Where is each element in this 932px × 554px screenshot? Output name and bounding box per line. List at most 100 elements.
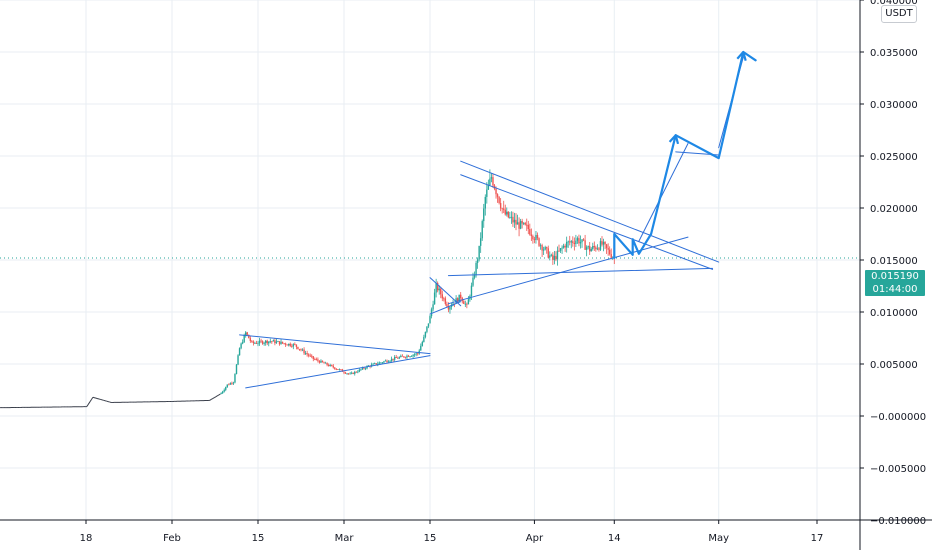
candle-body	[220, 393, 221, 394]
candle-body	[299, 349, 300, 350]
candle-body	[509, 217, 510, 218]
candle-body	[313, 356, 314, 359]
triangle-trendline[interactable]	[240, 335, 430, 354]
candle-body	[515, 220, 516, 225]
candle-body	[471, 286, 472, 296]
candle-body	[293, 344, 294, 346]
candle-body	[575, 241, 576, 244]
candle-body	[236, 365, 237, 374]
candle-body	[305, 353, 306, 354]
triangle-trendline[interactable]	[246, 356, 430, 388]
candle-body	[463, 301, 464, 304]
y-tick-label: −0.010000	[870, 516, 926, 527]
candle-body	[422, 342, 423, 346]
candle-body	[379, 363, 380, 364]
candle-body	[383, 361, 384, 362]
candle-body	[225, 387, 226, 390]
candle-body	[365, 368, 366, 369]
candle-body	[541, 245, 542, 250]
candle-body	[245, 332, 246, 335]
candle-body	[294, 344, 295, 345]
y-tick-label: −0.000000	[870, 412, 926, 423]
candle-body	[577, 238, 578, 241]
projection-path[interactable]	[614, 52, 755, 258]
candle-body	[336, 369, 337, 370]
candle-body	[270, 341, 271, 342]
candle-body	[525, 223, 526, 225]
candle-body	[233, 382, 234, 383]
candle-body	[505, 210, 506, 215]
price-segment	[217, 395, 219, 396]
candle-body	[485, 197, 486, 209]
candle-body	[434, 293, 435, 305]
candle-body	[581, 239, 582, 242]
candle-body	[240, 344, 241, 349]
x-tick-label: Apr	[526, 533, 544, 544]
candle-body	[331, 365, 332, 366]
candle-body	[339, 369, 340, 370]
candle-body	[310, 356, 311, 357]
candle-body	[594, 246, 595, 247]
candle-body	[346, 373, 347, 374]
candle-body	[578, 238, 579, 243]
candle-body	[224, 390, 225, 392]
candle-body	[543, 250, 544, 251]
candle-body	[491, 177, 492, 178]
y-tick-label: 0.010000	[870, 308, 918, 319]
candle-body	[532, 236, 533, 239]
candle-body	[604, 242, 605, 244]
candle-body	[323, 362, 324, 363]
candle-body	[316, 359, 317, 360]
x-tick-label: 17	[811, 533, 824, 544]
x-tick-label: 15	[252, 533, 265, 544]
candle-body	[506, 212, 507, 215]
candle-body	[514, 220, 515, 223]
candle-body	[353, 373, 354, 374]
candle-body	[420, 346, 421, 351]
candle-body	[267, 341, 268, 344]
x-tick-label: 18	[80, 533, 93, 544]
candle-body	[443, 298, 444, 299]
candle-body	[374, 363, 375, 364]
candle-body	[549, 255, 550, 257]
candle-body	[483, 209, 484, 222]
candle-body	[363, 368, 364, 369]
candle-body	[498, 197, 499, 203]
candle-body	[477, 259, 478, 263]
candle-body	[500, 203, 501, 208]
candle-body	[372, 364, 373, 365]
candle-body	[466, 304, 467, 305]
candle-body	[589, 246, 590, 251]
candle-body	[411, 356, 412, 357]
candle-body	[472, 278, 473, 286]
candle-body	[555, 256, 556, 259]
projection-channel-line[interactable]	[639, 144, 688, 242]
candle-body	[528, 225, 529, 229]
x-tick-label: Feb	[163, 533, 181, 544]
candle-body	[523, 223, 524, 224]
currency-badge[interactable]: USDT	[881, 5, 917, 23]
candle-body	[403, 356, 404, 357]
y-tick-label: 0.030000	[870, 100, 918, 111]
candle-body	[603, 242, 604, 245]
candle-body	[406, 356, 407, 358]
candle-body	[517, 222, 518, 224]
candle-body	[254, 343, 255, 344]
candle-body	[534, 239, 535, 240]
candle-body	[557, 251, 558, 260]
candle-body	[607, 248, 608, 250]
candle-body	[291, 346, 292, 347]
wedge-trendline[interactable]	[448, 268, 712, 275]
price-segment	[91, 397, 93, 399]
price-segment	[219, 394, 221, 395]
candle-body	[253, 342, 254, 343]
current-price-label: 0.015190	[865, 270, 925, 283]
candle-body	[551, 255, 552, 256]
price-segment	[213, 398, 215, 399]
candle-body	[322, 361, 323, 363]
candle-body	[260, 341, 261, 342]
candle-body	[231, 383, 232, 384]
candle-body	[243, 335, 244, 342]
